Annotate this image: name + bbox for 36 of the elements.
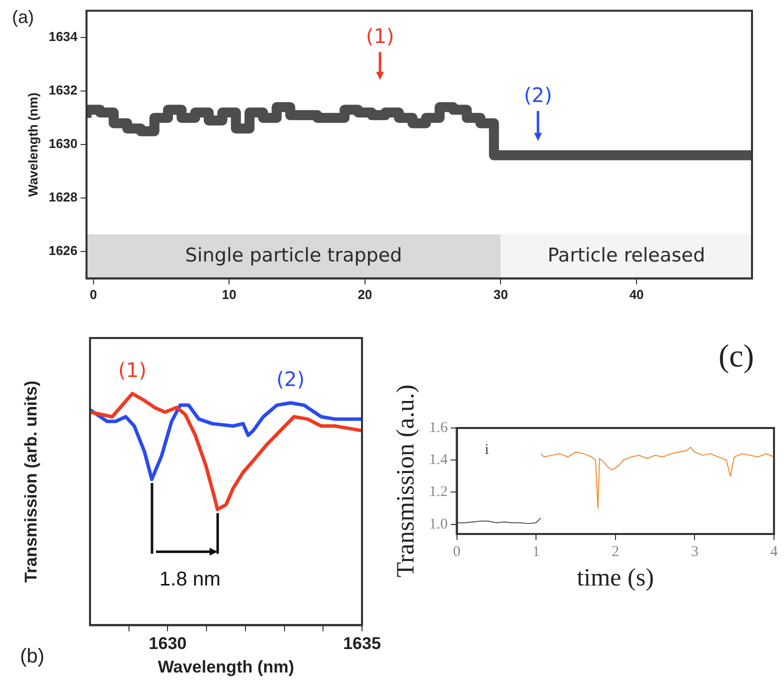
series-label: (1) <box>118 358 147 382</box>
annotation: 1.8 nm <box>159 568 221 591</box>
x-tick-label: 1635 <box>343 634 381 654</box>
y-tick-label: 1626 <box>48 243 78 258</box>
x-tick-label: 0 <box>453 544 460 560</box>
x-tick-label: 1 <box>532 544 540 560</box>
y-tick-label: 1630 <box>48 136 78 152</box>
y-tick-label: 1.2 <box>429 484 448 500</box>
y-axis-title: Transmission (a.u.) <box>392 384 420 578</box>
text: (b) <box>20 646 44 668</box>
y-tick-label: 1632 <box>48 82 78 98</box>
x-tick-label: 10 <box>222 286 236 302</box>
x-tick-label: 30 <box>494 286 508 302</box>
y-tick-label: 1.0 <box>429 516 448 532</box>
x-axis-title: time (s) <box>576 564 654 592</box>
x-tick-label: 3 <box>690 544 698 560</box>
y-tick-label: 1634 <box>48 29 78 44</box>
x-tick-label: 4 <box>770 544 778 560</box>
annotation: (1) <box>366 24 394 48</box>
y-tick-label: 1.6 <box>429 420 448 436</box>
x-tick-label: 40 <box>629 286 644 302</box>
text: (c) <box>718 337 754 374</box>
y-tick-label: 1.4 <box>429 452 448 468</box>
annotation: i <box>484 442 489 458</box>
x-axis-title: Wavelength (nm) <box>158 657 294 676</box>
y-tick-label: 1628 <box>48 190 78 205</box>
text: (a) <box>12 6 34 27</box>
annotation: (2) <box>524 83 552 108</box>
band-label: Particle released <box>548 244 706 266</box>
x-tick-label: 20 <box>358 286 372 302</box>
x-tick-label: 0 <box>90 286 97 302</box>
series-label: (2) <box>276 367 305 392</box>
x-tick-label: 2 <box>612 544 620 560</box>
band-label: Single particle trapped <box>185 244 402 266</box>
y-axis-title: Transmission (arb. units) <box>22 380 41 583</box>
y-axis-title: Wavelength (nm) <box>25 92 40 197</box>
